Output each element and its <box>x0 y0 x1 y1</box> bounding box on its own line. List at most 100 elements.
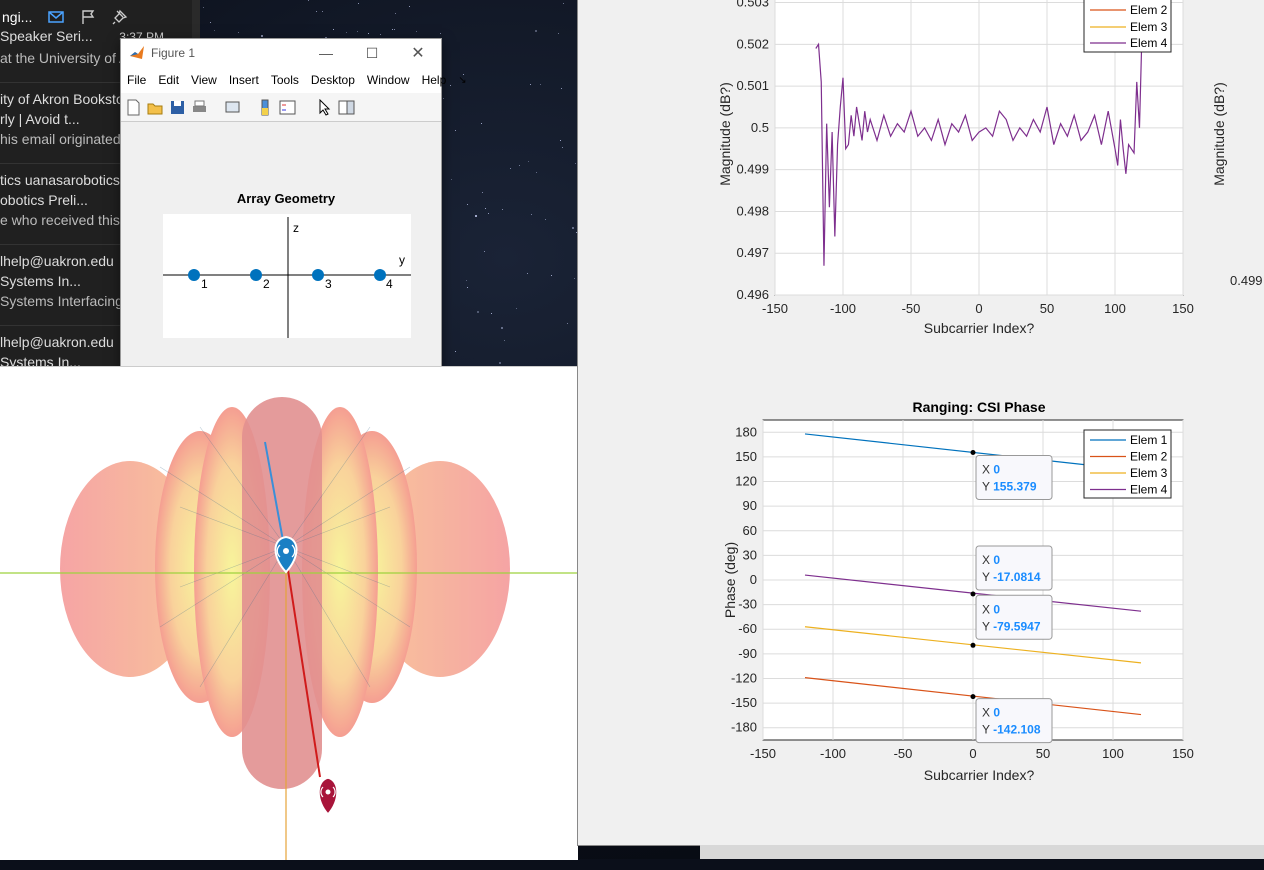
datatip: X 0 Y 155.379 <box>975 455 1053 501</box>
new-figure-icon[interactable] <box>125 99 142 116</box>
matlab-icon <box>130 46 144 59</box>
menu-overflow-icon[interactable]: ↘ <box>458 74 467 86</box>
datatip-x: X 0 <box>982 463 1000 477</box>
datatip-x: X 0 <box>982 706 1000 720</box>
ytick-label: 120 <box>735 474 757 489</box>
mail-from: lhelp@uakron.edu <box>0 334 114 350</box>
mail-subject: Systems In... <box>0 354 81 368</box>
star <box>574 162 576 164</box>
mail-from: tics uanasarobotics <box>0 172 120 188</box>
star <box>466 279 468 281</box>
star <box>550 275 552 277</box>
star <box>451 179 453 181</box>
legend-entry: Elem 2 <box>1130 3 1168 17</box>
mail-icon[interactable] <box>48 10 65 24</box>
xtick-label: -100 <box>830 301 856 316</box>
star <box>499 361 502 364</box>
array-geometry-title: Array Geometry <box>237 191 336 206</box>
star <box>544 218 546 220</box>
close-button[interactable]: ✕ <box>411 45 425 62</box>
star <box>502 209 504 211</box>
print-icon[interactable] <box>191 99 208 116</box>
menu-window[interactable]: Window <box>366 73 410 87</box>
mail-from: ity of Akron Bookstore <box>0 91 137 107</box>
magnitude-legend[interactable]: Elem 2 Elem 3 Elem 4 <box>1083 0 1172 53</box>
maximize-button[interactable]: ☐ <box>365 44 379 61</box>
star <box>476 310 479 313</box>
datatip-box <box>975 698 1053 744</box>
colorbar-icon[interactable] <box>257 99 274 116</box>
legend-entry: Elem 2 <box>1130 450 1168 464</box>
ytick-label: -30 <box>738 597 757 612</box>
series-line <box>815 23 1143 266</box>
mail-toolbar: ngi... <box>0 0 200 34</box>
phase-legend[interactable]: Elem 1 Elem 2 Elem 3 Elem 4 <box>1083 429 1172 499</box>
star <box>560 139 562 141</box>
magnitude-xlabel: Subcarrier Index? <box>924 320 1035 336</box>
datatip: X 0 Y -142.108 <box>975 698 1053 744</box>
star <box>393 28 395 30</box>
legend-icon[interactable] <box>279 99 296 116</box>
menu-tools[interactable]: Tools <box>270 73 299 87</box>
array-element-label: 4 <box>386 277 393 291</box>
transmitter-marker-icon[interactable] <box>274 535 298 574</box>
open-file-icon[interactable] <box>147 99 164 116</box>
star <box>480 123 482 125</box>
ytick-label: 0.499 <box>736 162 769 177</box>
star <box>574 277 576 279</box>
xtick-label: 0 <box>975 301 982 316</box>
flag-icon[interactable] <box>80 9 96 25</box>
star <box>237 32 239 34</box>
magnitude-ylabel-right: Magnitude (dB?) <box>1211 82 1227 186</box>
ytick-label: 0.496 <box>736 287 769 302</box>
phase-ylabel: Phase (deg) <box>722 542 738 618</box>
star <box>415 31 417 33</box>
link-plot-icon[interactable] <box>224 99 241 116</box>
array-element-marker <box>312 269 324 281</box>
radiation-pattern-view[interactable] <box>0 366 578 860</box>
star <box>333 29 335 31</box>
star <box>321 10 323 12</box>
star <box>482 192 484 194</box>
pointer-icon[interactable] <box>316 98 333 116</box>
mail-top-fragment: ngi... <box>2 9 33 25</box>
menu-help[interactable]: Help <box>421 73 447 87</box>
minimize-button[interactable]: — <box>319 45 333 61</box>
mail-preview: his email originated <box>0 131 121 147</box>
pin-icon[interactable] <box>112 9 128 25</box>
ytick-label: 0.5 <box>751 120 769 135</box>
array-elements: 1 2 3 4 <box>188 269 393 291</box>
array-element-marker <box>188 269 200 281</box>
menu-view[interactable]: View <box>191 73 217 87</box>
property-inspector-icon[interactable] <box>338 99 355 116</box>
menu-edit[interactable]: Edit <box>158 73 180 87</box>
array-element-label: 3 <box>325 277 332 291</box>
legend-entry: Elem 3 <box>1130 466 1168 480</box>
xtick-label: 0 <box>969 746 976 761</box>
xtick-label: 150 <box>1172 746 1194 761</box>
array-element-label: 2 <box>263 277 270 291</box>
star <box>408 6 410 8</box>
star <box>454 350 456 352</box>
array-geometry-axes <box>163 214 411 338</box>
menu-desktop[interactable]: Desktop <box>310 73 355 87</box>
star <box>534 30 537 33</box>
mail-from: lhelp@uakron.edu <box>0 253 114 269</box>
datatip-y: Y -142.108 <box>982 723 1041 737</box>
ytick-label: -120 <box>731 670 757 685</box>
xtick-label: -50 <box>902 301 921 316</box>
star <box>563 2 565 4</box>
save-icon[interactable] <box>169 99 186 116</box>
star <box>567 323 569 325</box>
menu-file[interactable]: File <box>127 73 147 87</box>
main-lobe <box>242 397 322 789</box>
datatip: X 0 Y -17.0814 <box>975 545 1053 591</box>
phase-plot: Ranging: CSI Phase 180 150 120 90 60 30 0 -30 -6… <box>722 399 1194 783</box>
menu-insert[interactable]: Insert <box>228 73 259 87</box>
ytick-label: 0.501 <box>736 78 769 93</box>
receiver-marker-icon[interactable] <box>318 777 338 816</box>
ytick-label: 0.497 <box>736 245 769 260</box>
ytick-label: -90 <box>738 646 757 661</box>
star <box>439 33 441 35</box>
datatip-x: X 0 <box>982 602 1000 616</box>
